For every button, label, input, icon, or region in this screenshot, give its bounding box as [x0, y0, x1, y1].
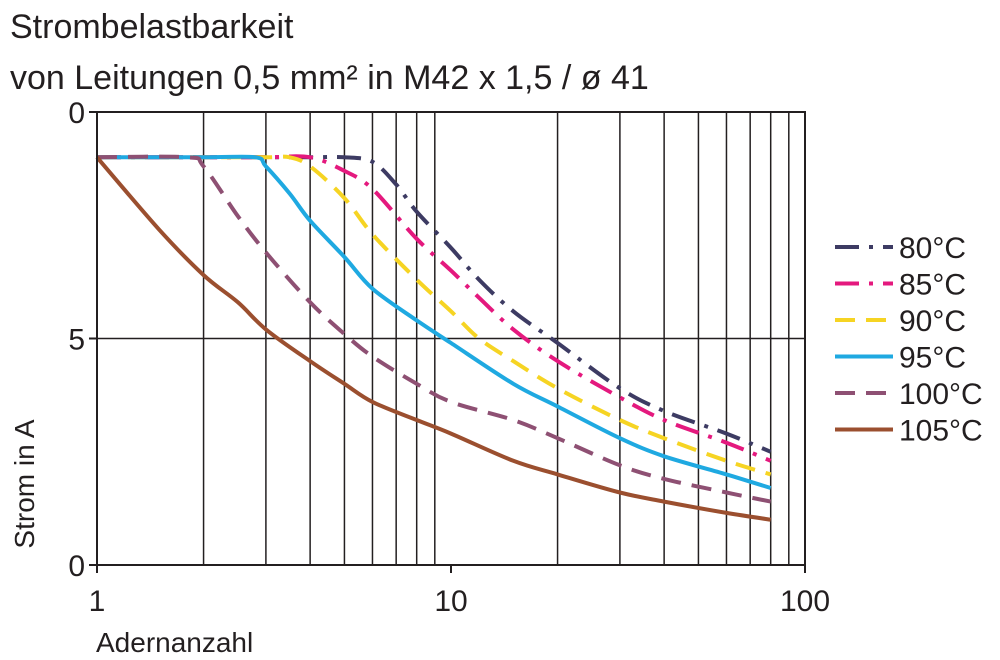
- legend-label: 105°C: [899, 415, 983, 448]
- chart-title-line-2: von Leitungen 0,5 mm² in M42 x 1,5 / ø 4…: [10, 59, 649, 97]
- y-tick-label: 5: [68, 324, 85, 357]
- legend-label: 90°C: [899, 305, 966, 338]
- series-line-105c: [95, 155, 771, 522]
- y-tick-label: 0: [68, 550, 85, 583]
- x-axis-label: Adernanzahl: [96, 627, 253, 658]
- legend-label: 95°C: [899, 342, 966, 375]
- x-tick-label: 100: [780, 585, 830, 618]
- chart-title: Strombelastbarkeit von Leitungen 0,5 mm²…: [10, 2, 649, 104]
- x-tick-label: 1: [89, 585, 106, 618]
- grid: [97, 111, 805, 565]
- chart-title-line-1: Strombelastbarkeit: [10, 8, 294, 46]
- series-line-85c: [96, 154, 772, 463]
- legend-label: 100°C: [899, 378, 983, 411]
- y-axis-label: Strom in A: [9, 419, 40, 548]
- series-lines: [95, 154, 772, 522]
- legend-label: 80°C: [899, 232, 966, 265]
- series-line-80c: [96, 154, 772, 454]
- series-line-100c: [96, 154, 772, 504]
- y-tick-label: 0: [68, 97, 85, 130]
- x-tick-label: 10: [434, 585, 467, 618]
- legend-label: 85°C: [899, 269, 966, 302]
- series-line-95c: [96, 154, 772, 490]
